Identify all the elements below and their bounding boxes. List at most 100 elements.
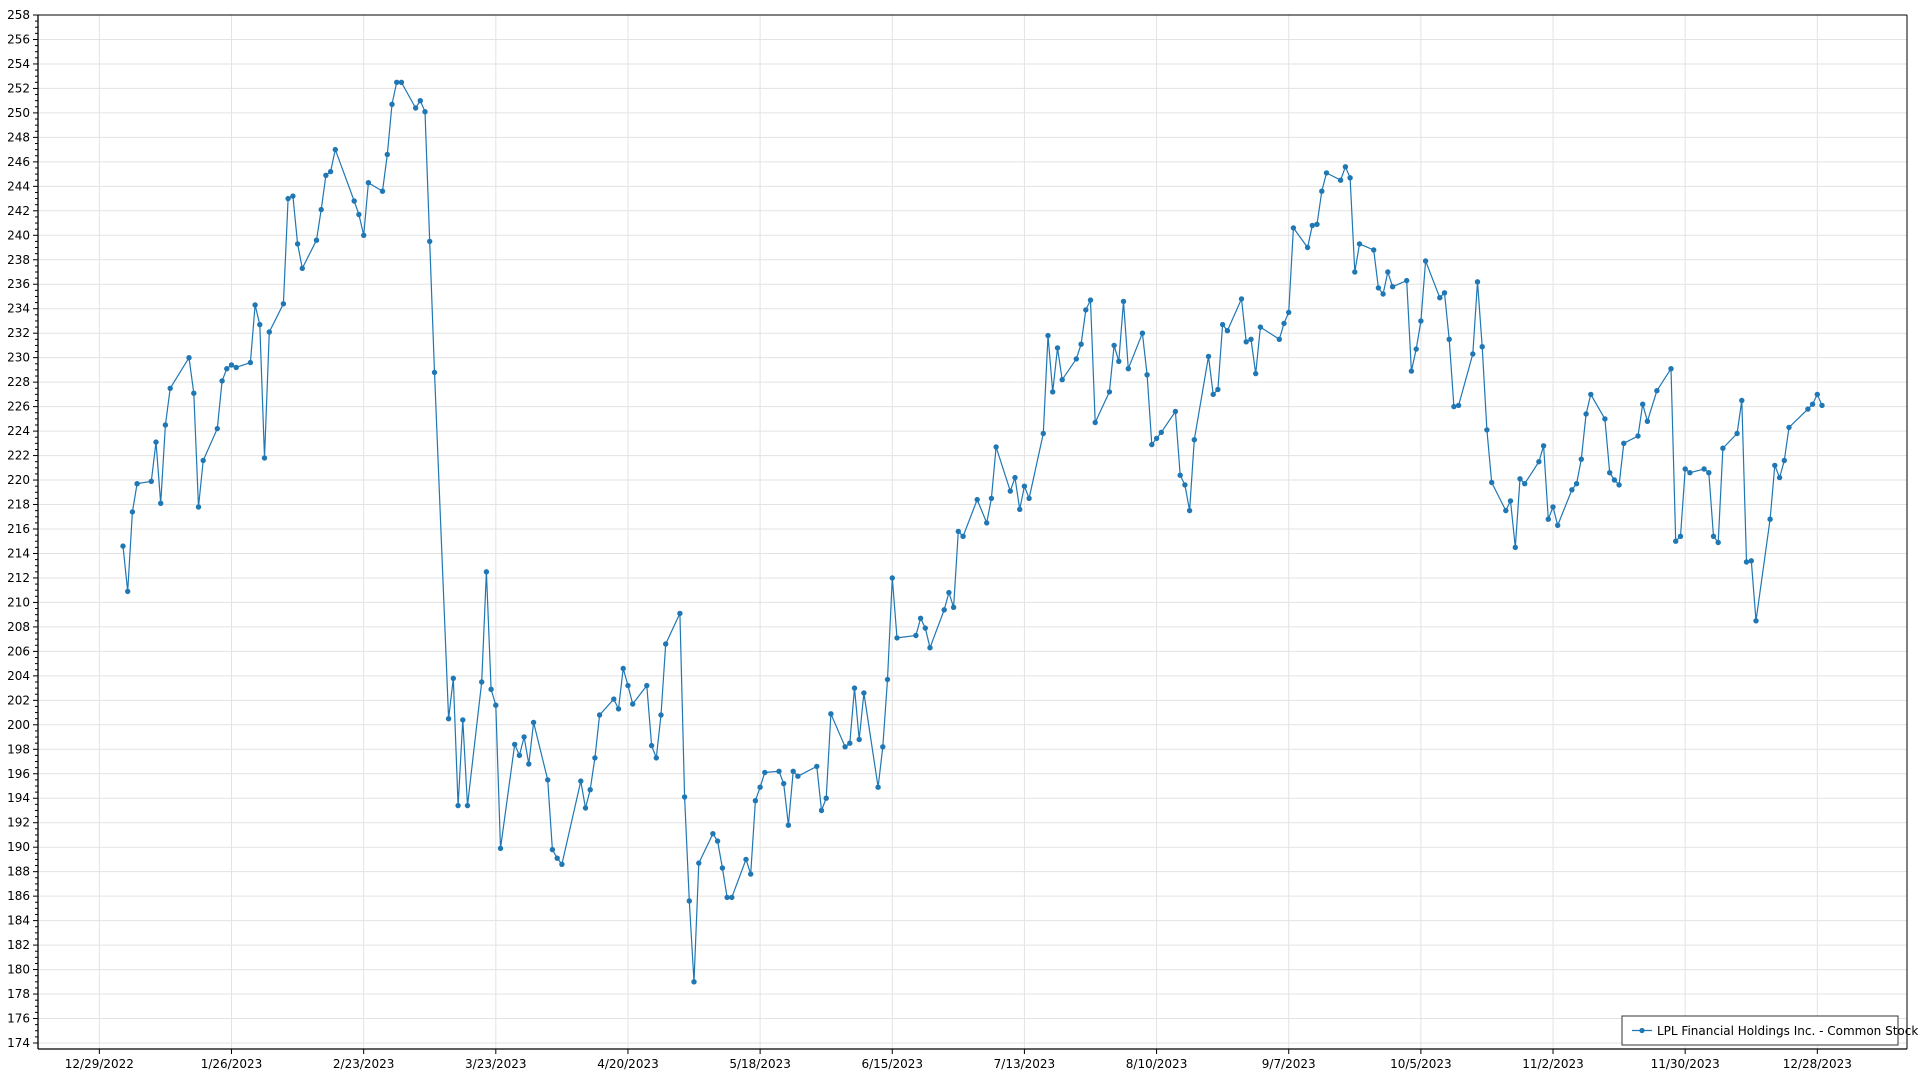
data-point bbox=[417, 98, 423, 104]
legend: LPL Financial Holdings Inc. - Common Sto… bbox=[1621, 1015, 1918, 1046]
data-point bbox=[379, 188, 386, 194]
x-tick-label: 4/20/2023 bbox=[597, 1057, 659, 1071]
y-tick-label: 178 bbox=[7, 987, 30, 1001]
data-point bbox=[483, 569, 490, 575]
y-tick-label: 218 bbox=[7, 498, 30, 512]
y-tick-label: 254 bbox=[7, 57, 30, 71]
data-point bbox=[1059, 377, 1065, 383]
data-point bbox=[1739, 397, 1745, 404]
y-tick-label: 236 bbox=[7, 277, 30, 291]
data-point bbox=[611, 696, 617, 702]
y-tick-label: 192 bbox=[7, 816, 30, 830]
data-point bbox=[1281, 320, 1287, 327]
x-tick-label: 6/15/2023 bbox=[861, 1057, 923, 1071]
data-point bbox=[261, 455, 268, 461]
data-point bbox=[630, 701, 636, 707]
data-point bbox=[1120, 298, 1127, 305]
y-tick-label: 232 bbox=[7, 326, 30, 340]
data-point bbox=[445, 716, 452, 722]
data-point bbox=[460, 717, 466, 723]
data-point bbox=[984, 520, 990, 526]
data-point bbox=[280, 301, 287, 307]
grid-lines bbox=[38, 14, 1907, 1049]
data-point bbox=[1819, 402, 1825, 409]
y-tick-label: 258 bbox=[7, 8, 30, 22]
data-point bbox=[1602, 416, 1608, 422]
data-point bbox=[1413, 346, 1419, 352]
data-point bbox=[578, 778, 584, 784]
data-point bbox=[1078, 341, 1084, 347]
data-point bbox=[1484, 427, 1490, 433]
y-tick-label: 180 bbox=[7, 963, 30, 977]
data-point bbox=[384, 151, 390, 158]
y-tick-label: 234 bbox=[7, 302, 30, 316]
data-point bbox=[790, 768, 796, 774]
data-point bbox=[1578, 456, 1585, 462]
data-point bbox=[1573, 481, 1580, 487]
data-point bbox=[1286, 309, 1292, 316]
data-point bbox=[1073, 356, 1080, 362]
data-point bbox=[1158, 429, 1165, 435]
y-tick-label: 184 bbox=[7, 914, 30, 928]
data-point bbox=[488, 686, 494, 692]
data-point bbox=[847, 740, 853, 746]
data-point bbox=[455, 802, 461, 809]
data-point bbox=[1007, 488, 1013, 494]
data-point bbox=[559, 861, 565, 867]
data-point bbox=[1017, 506, 1023, 513]
data-point bbox=[389, 101, 395, 108]
data-point bbox=[696, 860, 702, 866]
x-tick-label: 11/2/2023 bbox=[1522, 1057, 1584, 1071]
data-point bbox=[1809, 401, 1816, 407]
data-point bbox=[1588, 391, 1594, 398]
data-point bbox=[549, 846, 556, 853]
data-point bbox=[148, 478, 154, 484]
data-point bbox=[596, 712, 603, 718]
data-point bbox=[1352, 269, 1358, 275]
data-point bbox=[884, 676, 891, 683]
data-point bbox=[1385, 269, 1391, 275]
data-point bbox=[1026, 495, 1032, 502]
data-point bbox=[681, 794, 688, 800]
data-point bbox=[313, 237, 320, 243]
y-tick-label: 208 bbox=[7, 620, 30, 634]
data-point bbox=[1182, 482, 1188, 488]
data-point bbox=[1248, 336, 1254, 342]
data-point bbox=[828, 711, 834, 717]
data-point bbox=[1304, 244, 1311, 251]
data-point bbox=[851, 685, 858, 691]
data-point bbox=[1205, 353, 1212, 360]
data-point bbox=[1522, 481, 1528, 487]
data-point bbox=[1720, 445, 1726, 451]
data-point bbox=[795, 773, 801, 779]
data-point bbox=[195, 504, 202, 510]
data-point bbox=[351, 198, 357, 204]
y-tick-label: 176 bbox=[7, 1012, 30, 1026]
y-tick-label: 248 bbox=[7, 130, 30, 144]
data-point bbox=[913, 632, 919, 639]
x-tick-label: 2/23/2023 bbox=[333, 1057, 395, 1071]
data-point bbox=[946, 589, 952, 596]
data-point bbox=[1243, 339, 1249, 345]
data-point bbox=[162, 422, 169, 428]
data-point bbox=[394, 79, 400, 86]
data-point bbox=[200, 457, 206, 464]
data-point bbox=[861, 690, 867, 696]
data-point bbox=[1337, 177, 1344, 183]
y-axis-ticks: 174 176 178 180 182 184 186 188 190 192 194 196 198 2… bbox=[7, 8, 38, 1050]
data-point bbox=[1786, 424, 1792, 431]
data-point bbox=[1210, 391, 1216, 398]
data-point bbox=[1224, 328, 1231, 334]
data-point bbox=[1418, 318, 1424, 324]
data-point bbox=[1673, 538, 1679, 544]
data-point bbox=[1545, 516, 1552, 522]
data-point bbox=[1474, 279, 1481, 285]
data-point bbox=[1186, 507, 1193, 514]
data-point bbox=[1083, 307, 1089, 313]
data-point bbox=[1290, 225, 1297, 231]
data-point bbox=[464, 802, 471, 809]
data-point bbox=[752, 798, 759, 804]
y-tick-label: 222 bbox=[7, 449, 30, 463]
data-point bbox=[875, 784, 881, 790]
